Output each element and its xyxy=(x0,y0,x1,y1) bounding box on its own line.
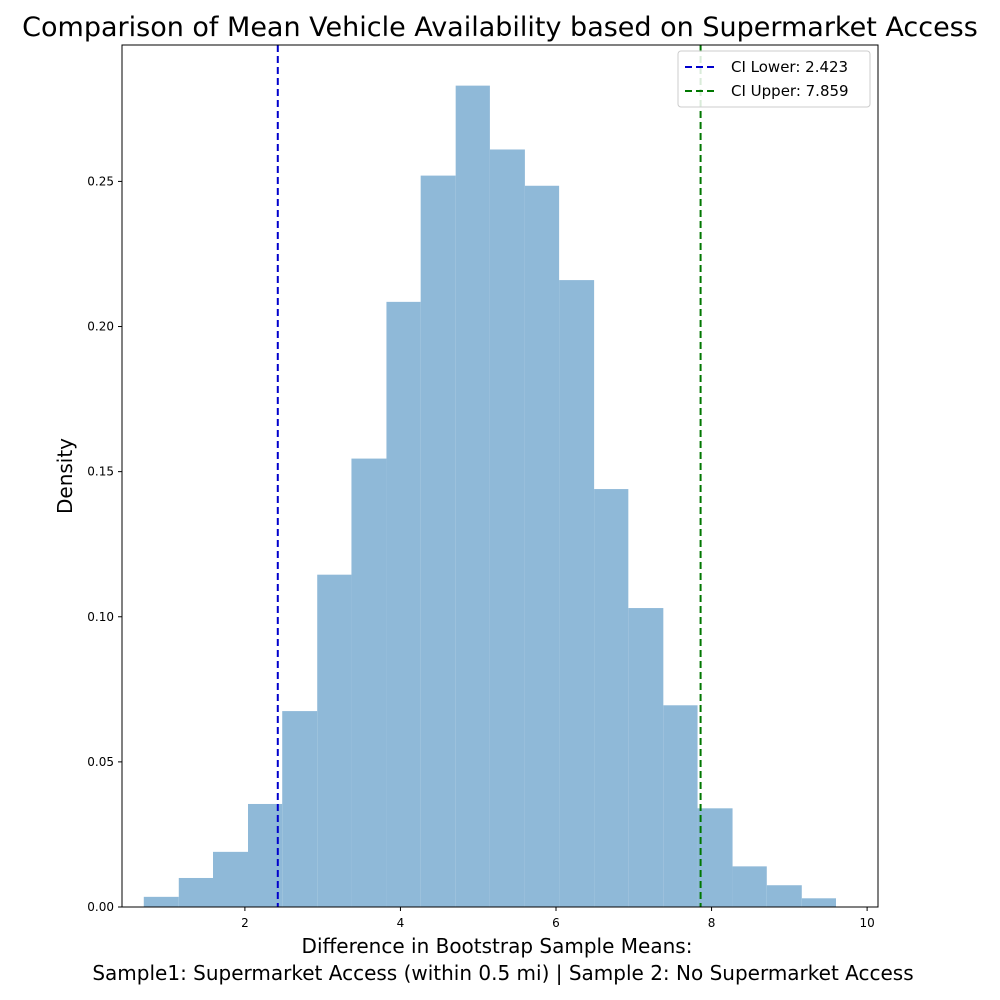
x-axis-ticks: 2 4 6 8 10 xyxy=(241,907,875,930)
y-tick-label: 0.15 xyxy=(87,465,114,479)
legend-box xyxy=(677,50,871,108)
y-axis-label: Density xyxy=(53,438,77,514)
y-tick-label: 0.25 xyxy=(87,174,114,188)
x-axis-label-line2: Sample1: Supermarket Access (within 0.5 … xyxy=(92,961,913,985)
histogram-bar-17 xyxy=(697,808,733,907)
x-tick-label: 10 xyxy=(859,916,874,930)
legend-ci-lower-label: CI Lower: 2.423 xyxy=(731,58,848,76)
histogram-bars xyxy=(143,85,836,908)
histogram-bar-19 xyxy=(766,885,802,907)
histogram-bar-15 xyxy=(628,608,664,907)
histogram-bar-18 xyxy=(732,866,767,907)
histogram-bar-13 xyxy=(559,280,595,907)
histogram-bar-20 xyxy=(801,898,836,907)
histogram-bar-2 xyxy=(178,877,213,907)
y-tick-label: 0.10 xyxy=(87,610,114,624)
histogram-bar-8 xyxy=(386,301,421,907)
legend-ci-upper-label: CI Upper: 7.859 xyxy=(731,82,849,100)
x-tick-label: 4 xyxy=(397,916,405,930)
histogram-bar-1 xyxy=(143,896,179,907)
plot-frame xyxy=(121,44,879,908)
x-tick-label: 6 xyxy=(552,916,560,930)
histogram-bar-12 xyxy=(524,185,560,908)
x-tick-label: 8 xyxy=(708,916,716,930)
y-tick-label: 0.20 xyxy=(87,320,114,334)
histogram-bar-6 xyxy=(317,574,352,907)
y-tick-label: 0.00 xyxy=(87,900,114,914)
x-axis-label-line1: Difference in Bootstrap Sample Means: xyxy=(302,934,693,958)
histogram-bar-10 xyxy=(455,85,490,907)
y-axis-ticks: 0.00 0.05 0.10 0.15 0.20 0.25 xyxy=(87,174,122,914)
legend: CI Lower: 2.423 CI Upper: 7.859 xyxy=(677,50,871,108)
histogram-bar-3 xyxy=(213,851,248,907)
histogram-bar-9 xyxy=(420,175,456,907)
histogram-bar-11 xyxy=(489,149,525,907)
histogram-bar-16 xyxy=(663,705,698,907)
histogram-bar-4 xyxy=(248,803,283,907)
histogram-bar-5 xyxy=(282,711,318,907)
x-tick-label: 2 xyxy=(241,916,249,930)
y-tick-label: 0.05 xyxy=(87,755,114,769)
ci-lines xyxy=(276,45,702,907)
histogram-bar-7 xyxy=(351,458,387,907)
chart-title: Comparison of Mean Vehicle Availability … xyxy=(22,12,978,43)
histogram-bar-14 xyxy=(594,489,629,907)
